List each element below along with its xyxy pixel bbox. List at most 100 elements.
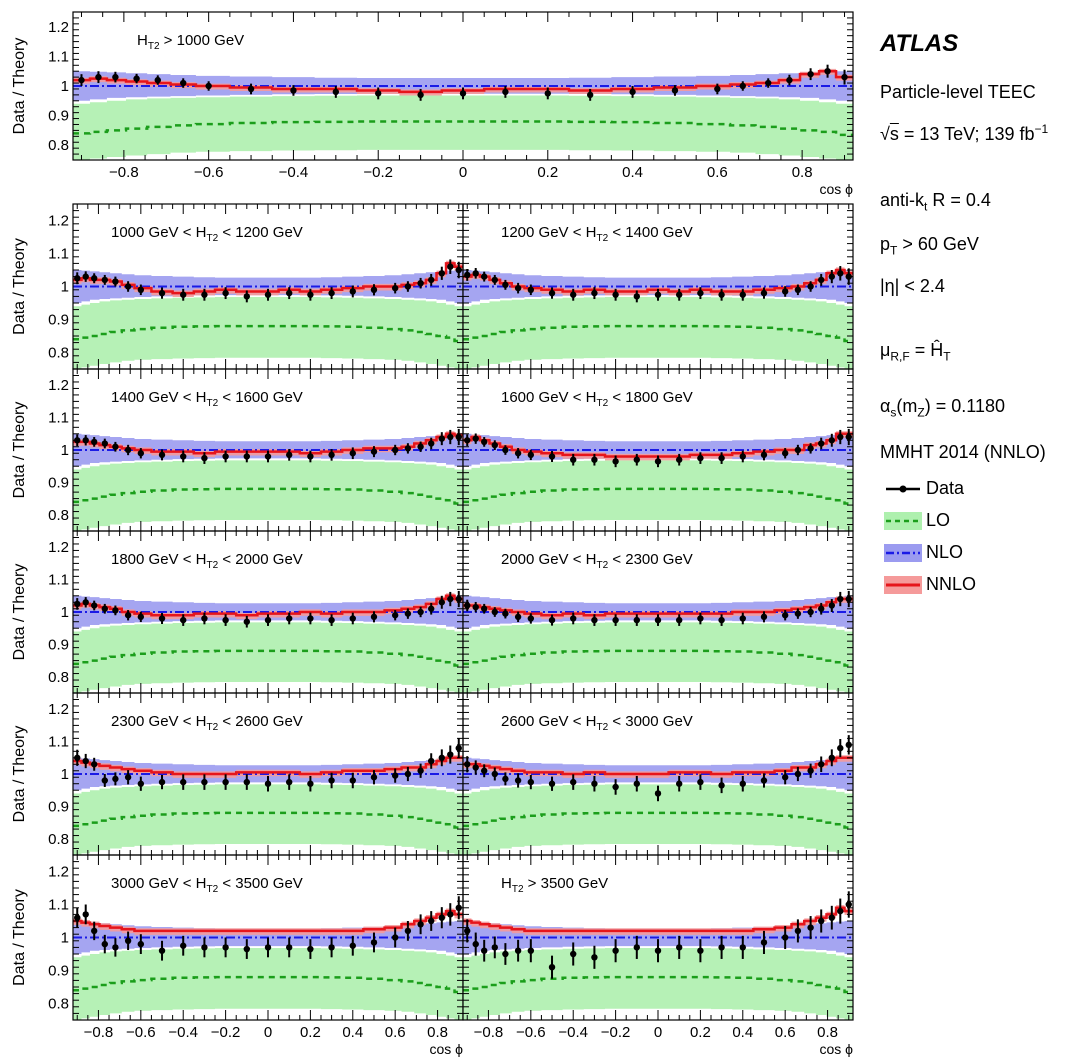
data-point (158, 289, 166, 297)
y-tick-label: 1.2 (48, 377, 69, 394)
data-point (391, 612, 399, 619)
data-point (158, 947, 166, 954)
panel-plot-area (73, 590, 463, 693)
data-point (837, 907, 844, 915)
data-point (739, 780, 746, 787)
data-point (82, 757, 89, 765)
panel-label: HT2 > 1000 GeV (137, 32, 244, 52)
data-point (404, 770, 412, 778)
data-point (180, 453, 187, 460)
data-point (633, 780, 641, 787)
x-tick-label: 0.4 (622, 164, 643, 181)
nnlo-line (73, 594, 463, 617)
data-point (328, 944, 335, 951)
data-point (101, 940, 108, 948)
data-point (101, 276, 108, 284)
y-tick-label: 0.9 (48, 798, 69, 815)
data-point (370, 939, 378, 946)
data-point (438, 599, 446, 606)
x-tick-label: 0.6 (385, 1024, 406, 1041)
panel-6: 2000 GeV < HT2 < 2300 GeV (462, 530, 854, 694)
data-point (570, 950, 577, 958)
panel-plot-area (73, 896, 463, 1020)
data-point (794, 610, 802, 617)
y-tick-label: 1.1 (48, 246, 69, 263)
lo-band (73, 297, 463, 369)
x-tick-label: 0.8 (817, 1024, 838, 1041)
y-tick-label: 1 (61, 930, 69, 947)
data-point (438, 754, 446, 761)
panel-label: 2000 GeV < HT2 < 2300 GeV (501, 551, 693, 571)
lo-band (73, 784, 463, 855)
mz-subscript: Z (917, 405, 925, 420)
y-tick-label: 0.8 (48, 345, 69, 362)
data-point (391, 934, 399, 941)
data-point (612, 458, 619, 465)
nlo-band (73, 71, 853, 101)
data-point (502, 88, 509, 96)
data-point (570, 291, 577, 298)
x-axis-title: cos ϕ (819, 1041, 853, 1057)
panel-label: 1200 GeV < HT2 < 1400 GeV (501, 224, 693, 244)
y-tick-label: 0.8 (48, 669, 69, 686)
lo-band (463, 622, 853, 693)
y-tick-label: 0.8 (48, 831, 69, 848)
data-point (794, 446, 802, 454)
mu-subscript: R,F (890, 349, 910, 364)
data-point (370, 613, 378, 621)
panel-0: 0.8 0.9 1 1.1 1.2 Data / Theory −0.8 −0.6 −0.4 −0… (11, 11, 854, 197)
data-point (807, 608, 814, 616)
legend-energy-line: √s = 13 TeV; 139 fb−1 (880, 122, 1048, 145)
y-tick-label: 0.9 (48, 636, 69, 653)
data-point (654, 790, 662, 797)
data-point (90, 761, 98, 768)
data-point (828, 914, 836, 921)
data-point (807, 767, 814, 774)
data-point (222, 616, 229, 624)
data-point (527, 615, 535, 622)
x-tick-label: 0 (459, 164, 467, 181)
data-point (828, 602, 836, 609)
nnlo-band (73, 68, 853, 96)
data-point (307, 291, 314, 298)
panel-label: 1000 GeV < HT2 < 1200 GeV (111, 224, 303, 244)
data-point (818, 440, 825, 447)
lumi-exponent: −1 (1034, 122, 1049, 136)
panel-label: 1400 GeV < HT2 < 1600 GeV (111, 389, 303, 409)
data-point (794, 770, 802, 778)
data-point (760, 777, 768, 784)
data-point (455, 433, 462, 441)
data-point (137, 780, 145, 787)
data-point (472, 270, 479, 277)
data-point (633, 616, 641, 624)
data-point (633, 293, 641, 300)
data-point (78, 76, 85, 84)
data-point (447, 751, 454, 758)
data-point (794, 286, 802, 293)
lo-line (463, 324, 853, 343)
data-point (480, 767, 488, 774)
panel-plot-area (73, 738, 463, 855)
y-tick-label: 1 (61, 442, 69, 459)
data-point (201, 778, 208, 786)
data-point (417, 280, 424, 287)
x-tick-label: −0.6 (194, 164, 224, 181)
mz-open: (m (896, 396, 918, 416)
data-point (760, 289, 768, 297)
lo-band (73, 460, 463, 531)
data-point (781, 612, 789, 619)
data-point (781, 774, 789, 781)
data-point (739, 615, 746, 622)
data-point (243, 293, 251, 300)
y-tick-label: 0.8 (48, 996, 69, 1013)
panel-label: 1800 GeV < HT2 < 2000 GeV (111, 551, 303, 571)
data-point (807, 70, 814, 78)
data-point (349, 288, 356, 295)
data-point (697, 454, 704, 462)
nnlo-band (463, 596, 853, 620)
panel-plot-area (73, 259, 463, 369)
data-point (570, 615, 577, 622)
jet-algo-text: anti-k (880, 190, 925, 210)
data-point (591, 616, 598, 624)
data-point (375, 90, 382, 97)
